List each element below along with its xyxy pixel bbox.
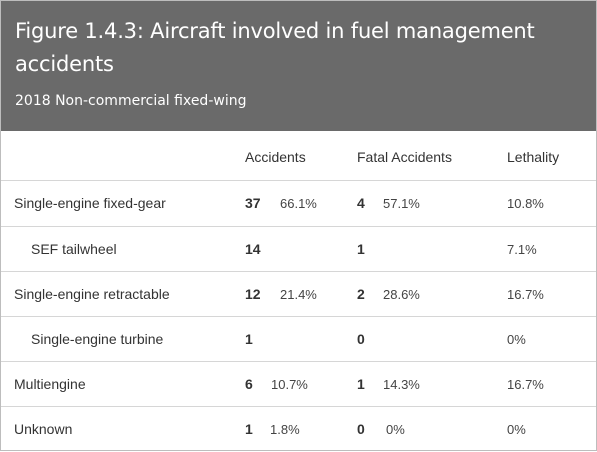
header-divider (1, 180, 596, 181)
accidents-count: 1 (245, 421, 253, 437)
row-label: SEF tailwheel (31, 241, 117, 257)
lethality-value: 16.7% (507, 287, 544, 302)
table-row: Single-engine fixed-gear 37 66.1% 4 57.1… (1, 181, 596, 226)
lethality-value: 7.1% (507, 242, 537, 257)
accidents-count: 14 (245, 241, 261, 257)
row-divider (1, 361, 596, 362)
figure-title: Figure 1.4.3: Aircraft involved in fuel … (15, 19, 535, 76)
table-row: Unknown 1 1.8% 0 0% 0% (1, 407, 596, 452)
row-divider (1, 226, 596, 227)
accidents-count: 6 (245, 376, 253, 392)
table-row: Single-engine retractable 12 21.4% 2 28.… (1, 272, 596, 317)
lethality-value: 0% (507, 332, 526, 347)
accidents-percent: 10.7% (271, 377, 308, 392)
fatal-count: 0 (357, 331, 365, 347)
lethality-value: 16.7% (507, 377, 544, 392)
row-label: Single-engine fixed-gear (14, 195, 166, 211)
fatal-count: 4 (357, 195, 365, 211)
row-divider (1, 406, 596, 407)
row-label: Unknown (14, 421, 73, 437)
accidents-percent: 1.8% (270, 422, 300, 437)
fatal-percent: 28.6% (383, 287, 420, 302)
fatal-percent: 14.3% (383, 377, 420, 392)
accidents-count: 1 (245, 331, 253, 347)
lethality-value: 0% (507, 422, 526, 437)
column-header-lethality: Lethality (507, 149, 560, 165)
figure-subtitle: 2018 Non-commercial fixed-wing (15, 93, 247, 109)
fatal-percent: 57.1% (383, 196, 420, 211)
accidents-count: 12 (245, 286, 261, 302)
fatal-percent: 0% (386, 422, 405, 437)
table-row: Multiengine 6 10.7% 1 14.3% 16.7% (1, 362, 596, 407)
accidents-count: 37 (245, 195, 261, 211)
column-header-fatal-accidents: Fatal Accidents (357, 149, 452, 165)
row-divider (1, 316, 596, 317)
accidents-percent: 21.4% (280, 287, 317, 302)
accidents-percent: 66.1% (280, 196, 317, 211)
fatal-count: 2 (357, 286, 365, 302)
fatal-count: 0 (357, 421, 365, 437)
lethality-value: 10.8% (507, 196, 544, 211)
table-row: SEF tailwheel 14 1 7.1% (1, 227, 596, 272)
fatal-count: 1 (357, 241, 365, 257)
fatal-count: 1 (357, 376, 365, 392)
row-divider (1, 271, 596, 272)
row-label: Single-engine turbine (31, 331, 164, 347)
row-label: Single-engine retractable (14, 286, 170, 302)
column-header-accidents: Accidents (245, 149, 306, 165)
table-row: Single-engine turbine 1 0 0% (1, 317, 596, 362)
row-label: Multiengine (14, 376, 86, 392)
figure-header: Figure 1.4.3: Aircraft involved in fuel … (1, 1, 596, 131)
